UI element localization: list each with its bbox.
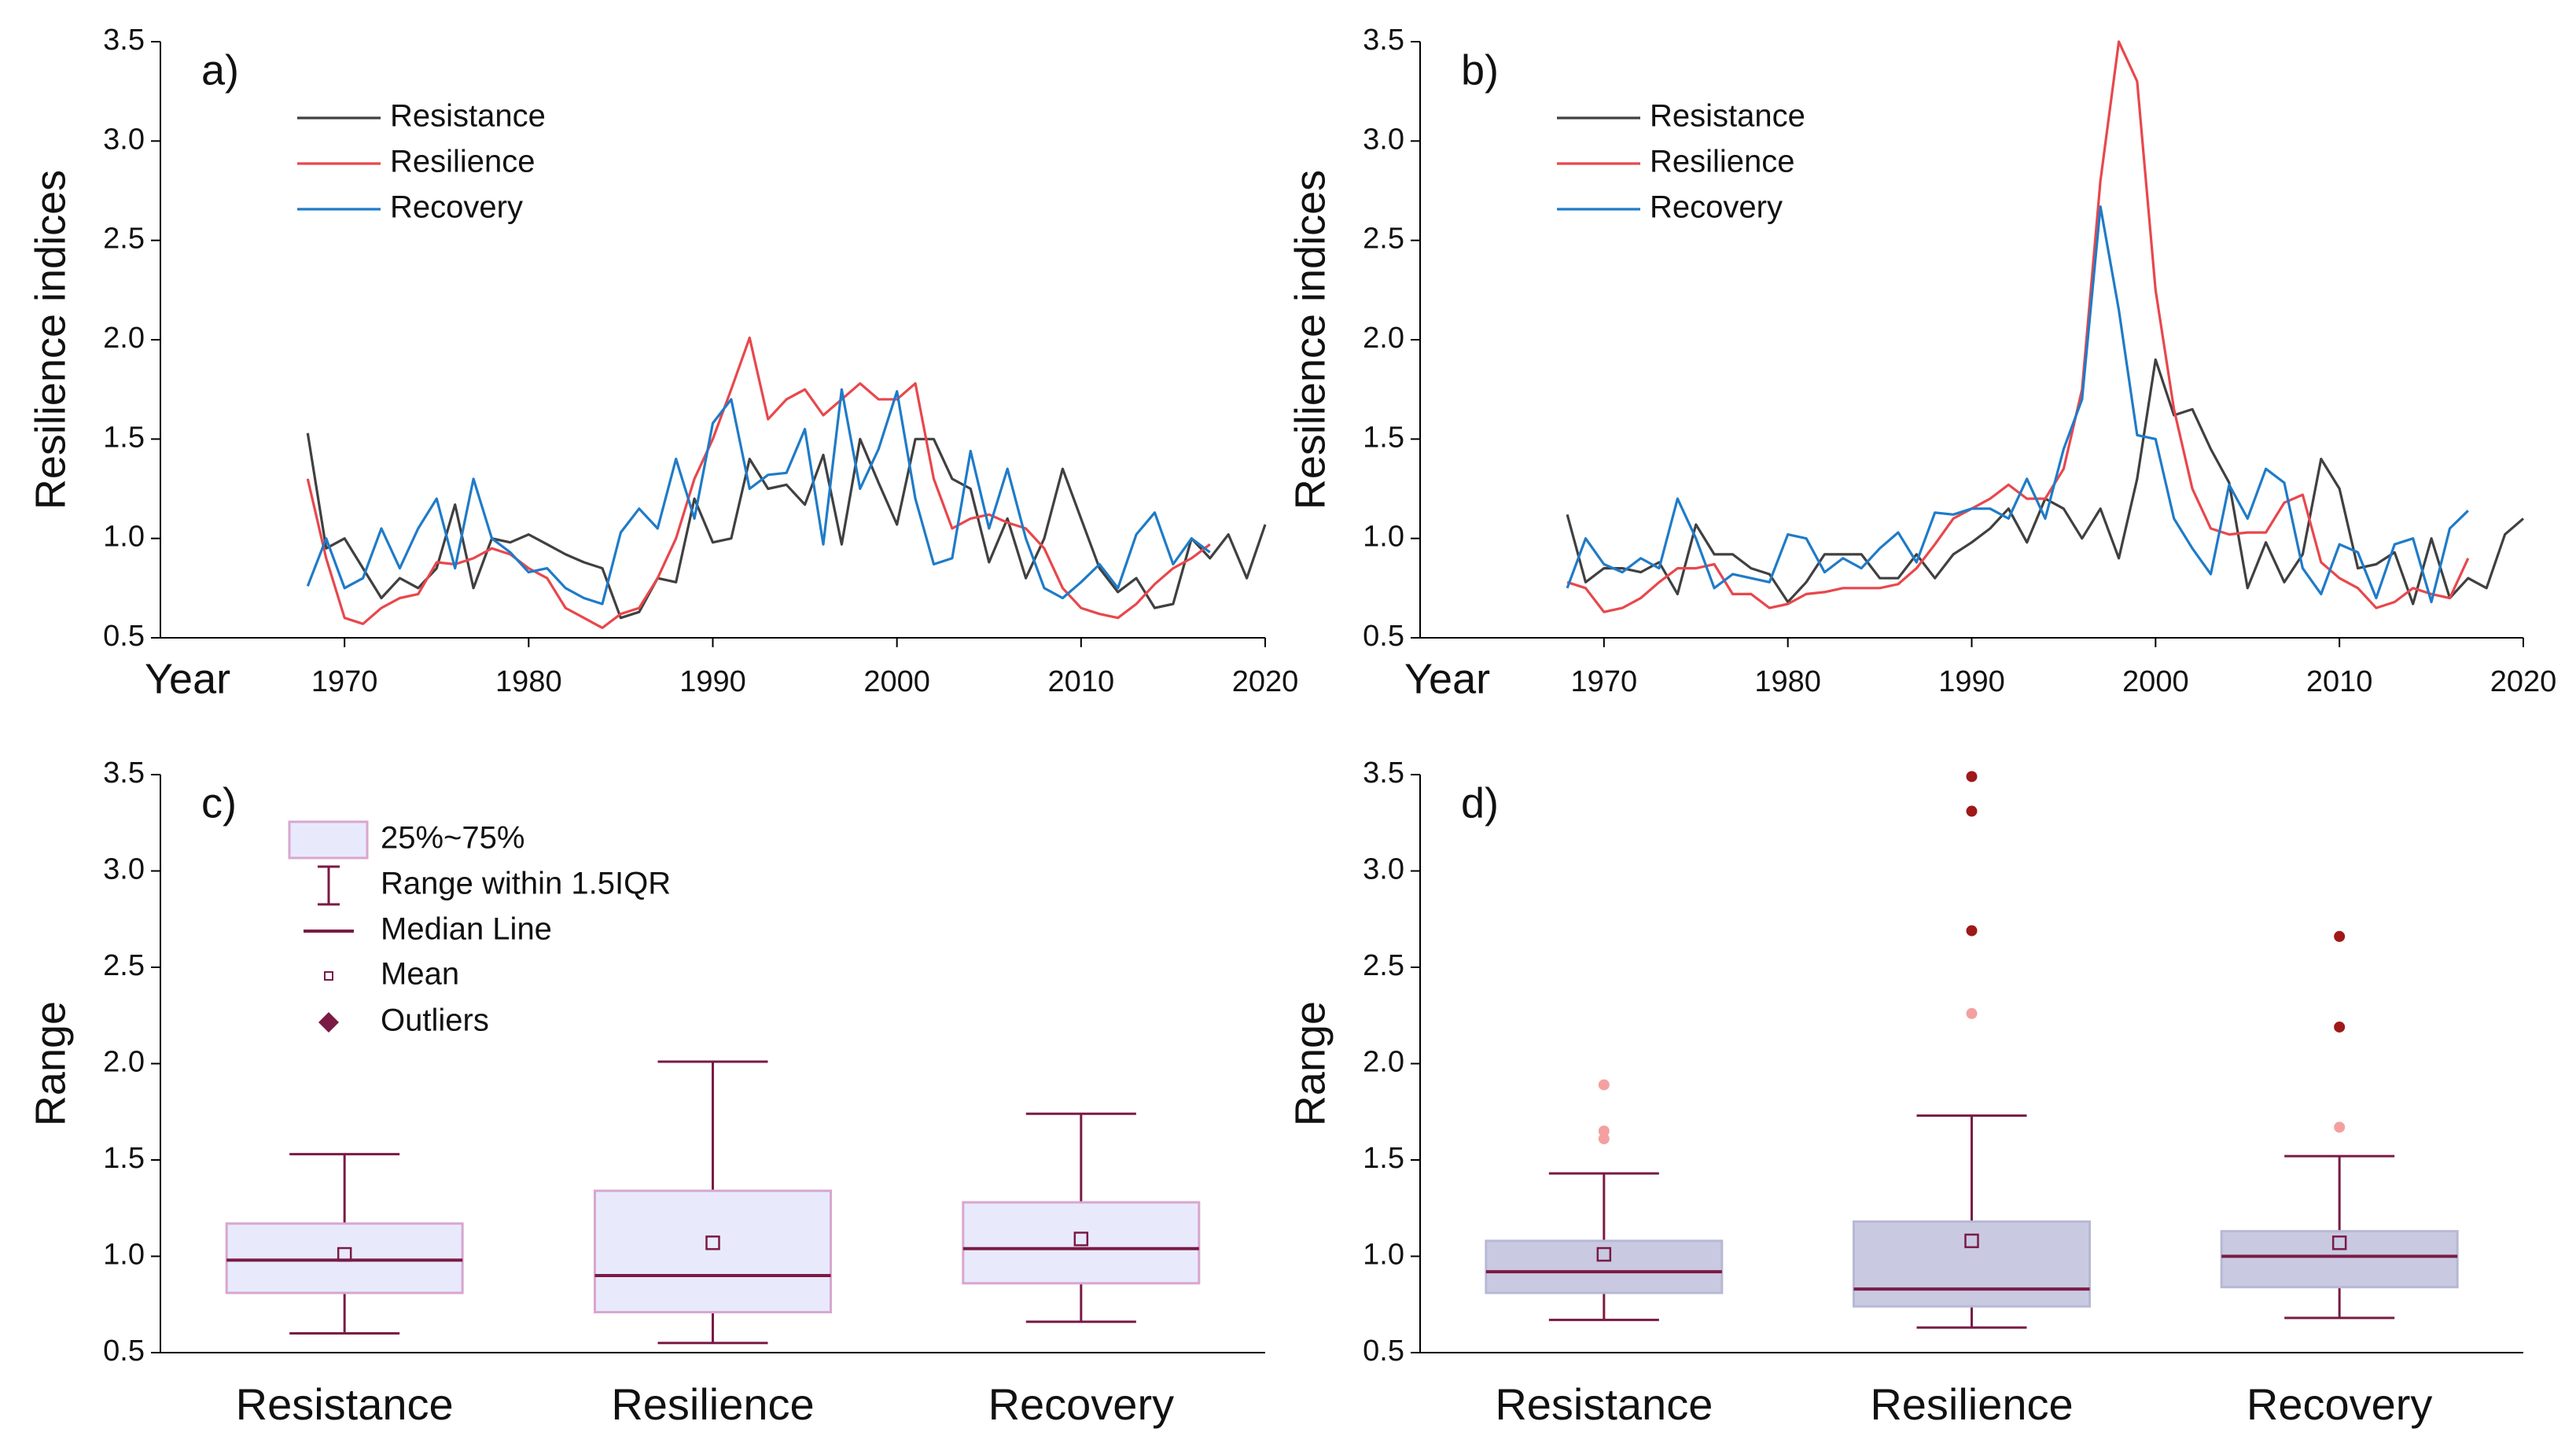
- y-axis-title: Resilience indices: [27, 170, 74, 510]
- outlier: [1598, 1125, 1610, 1137]
- outlier: [2334, 1021, 2346, 1033]
- y-axis-title: Resilience indices: [1286, 170, 1334, 510]
- legend-label: Median Line: [381, 912, 552, 947]
- legend-label: Resilience: [1650, 145, 1795, 179]
- x-tick-label: 1990: [679, 665, 746, 698]
- y-tick-label: 1.0: [103, 1239, 145, 1272]
- legend-label: Resistance: [1650, 99, 1805, 134]
- mean-marker: [705, 1235, 720, 1250]
- legend-label: Resilience: [390, 145, 535, 179]
- series-line: [306, 433, 1267, 620]
- panel-label: d): [1461, 779, 1499, 827]
- outlier: [1966, 805, 1978, 817]
- x-tick-label: 1980: [1754, 665, 1821, 698]
- x-tick-label: 2010: [2306, 665, 2373, 698]
- mean-marker: [337, 1246, 352, 1262]
- y-tick-label: 2.5: [103, 223, 145, 256]
- x-tick-label: 1970: [311, 665, 378, 698]
- y-tick-label: 2.5: [1363, 949, 1404, 982]
- y-tick-label: 3.5: [1363, 757, 1404, 790]
- outlier: [1598, 1079, 1610, 1091]
- x-tick-label: Recovery: [2247, 1379, 2433, 1429]
- legend-label: Outliers: [381, 1003, 489, 1038]
- x-tick-label: 1980: [495, 665, 562, 698]
- y-tick-label: 0.5: [103, 620, 145, 653]
- y-axis-title: Range: [27, 1001, 74, 1126]
- x-tick-label: 2010: [1048, 665, 1115, 698]
- legend-mean: [324, 971, 333, 981]
- x-tick-label: 2000: [2122, 665, 2189, 698]
- box: [594, 1189, 832, 1314]
- y-tick-label: 2.0: [1363, 322, 1404, 355]
- box: [225, 1222, 464, 1294]
- y-tick-label: 2.0: [1363, 1046, 1404, 1079]
- y-tick-label: 1.0: [1363, 1239, 1404, 1272]
- mean-marker: [1073, 1232, 1089, 1246]
- y-tick-label: 3.0: [103, 853, 145, 886]
- series-line: [1566, 205, 2469, 604]
- legend-label: Mean: [381, 957, 459, 992]
- y-tick-label: 3.0: [1363, 123, 1404, 156]
- x-tick-label: 2020: [1232, 665, 1299, 698]
- outlier: [1966, 771, 1978, 782]
- y-tick-label: 0.5: [103, 1335, 145, 1368]
- series-line: [1566, 40, 2470, 613]
- x-tick-label: Resistance: [236, 1379, 454, 1429]
- legend-label: Range within 1.5IQR: [381, 867, 671, 901]
- y-tick-label: 1.5: [103, 421, 145, 454]
- mean-marker: [2331, 1235, 2347, 1250]
- outlier: [1966, 925, 1978, 937]
- y-tick-label: 2.5: [1363, 223, 1404, 256]
- y-tick-label: 2.0: [103, 322, 145, 355]
- x-tick-label: Resilience: [611, 1379, 814, 1429]
- y-tick-label: 0.5: [1363, 620, 1404, 653]
- mean-marker: [1964, 1233, 1979, 1249]
- x-tick-label: Resilience: [1870, 1379, 2073, 1429]
- box: [1485, 1239, 1724, 1294]
- y-tick-label: 1.5: [103, 1142, 145, 1175]
- y-tick-label: 3.0: [1363, 853, 1404, 886]
- x-axis-title: Year: [1404, 655, 1490, 702]
- legend-box: [288, 820, 369, 860]
- panel-label: b): [1461, 46, 1499, 94]
- y-tick-label: 1.5: [1363, 1142, 1404, 1175]
- box: [962, 1201, 1201, 1285]
- box: [2220, 1230, 2459, 1289]
- series-line: [306, 388, 1211, 606]
- y-tick-label: 3.5: [103, 24, 145, 57]
- y-tick-label: 3.5: [103, 757, 145, 790]
- y-tick-label: 3.5: [1363, 24, 1404, 57]
- y-tick-label: 1.5: [1363, 421, 1404, 454]
- panel-label: c): [201, 779, 237, 827]
- legend-label: Recovery: [390, 190, 523, 225]
- legend-label: Resistance: [390, 99, 546, 134]
- y-tick-label: 0.5: [1363, 1335, 1404, 1368]
- legend-label: 25%~75%: [381, 821, 524, 856]
- x-tick-label: Recovery: [988, 1379, 1175, 1429]
- panel-label: a): [201, 46, 239, 94]
- y-tick-label: 3.0: [103, 123, 145, 156]
- x-tick-label: 1970: [1571, 665, 1638, 698]
- x-tick-label: 2020: [2490, 665, 2557, 698]
- y-tick-label: 1.0: [103, 521, 145, 554]
- x-axis-title: Year: [145, 655, 230, 702]
- outlier: [1966, 1007, 1978, 1019]
- x-tick-label: Resistance: [1495, 1379, 1713, 1429]
- box: [1853, 1220, 2091, 1308]
- outlier: [2334, 1121, 2346, 1133]
- outlier: [2334, 930, 2346, 942]
- legend-outlier: [318, 1012, 339, 1033]
- series-line: [306, 336, 1211, 629]
- series-line: [1566, 358, 2525, 606]
- y-tick-label: 2.0: [103, 1046, 145, 1079]
- mean-marker: [1596, 1246, 1612, 1262]
- y-axis-title: Range: [1286, 1001, 1334, 1126]
- y-tick-label: 1.0: [1363, 521, 1404, 554]
- legend-label: Recovery: [1650, 190, 1783, 225]
- outlier: [1598, 1133, 1610, 1145]
- x-tick-label: 2000: [863, 665, 930, 698]
- y-tick-label: 2.5: [103, 949, 145, 982]
- x-tick-label: 1990: [1938, 665, 2005, 698]
